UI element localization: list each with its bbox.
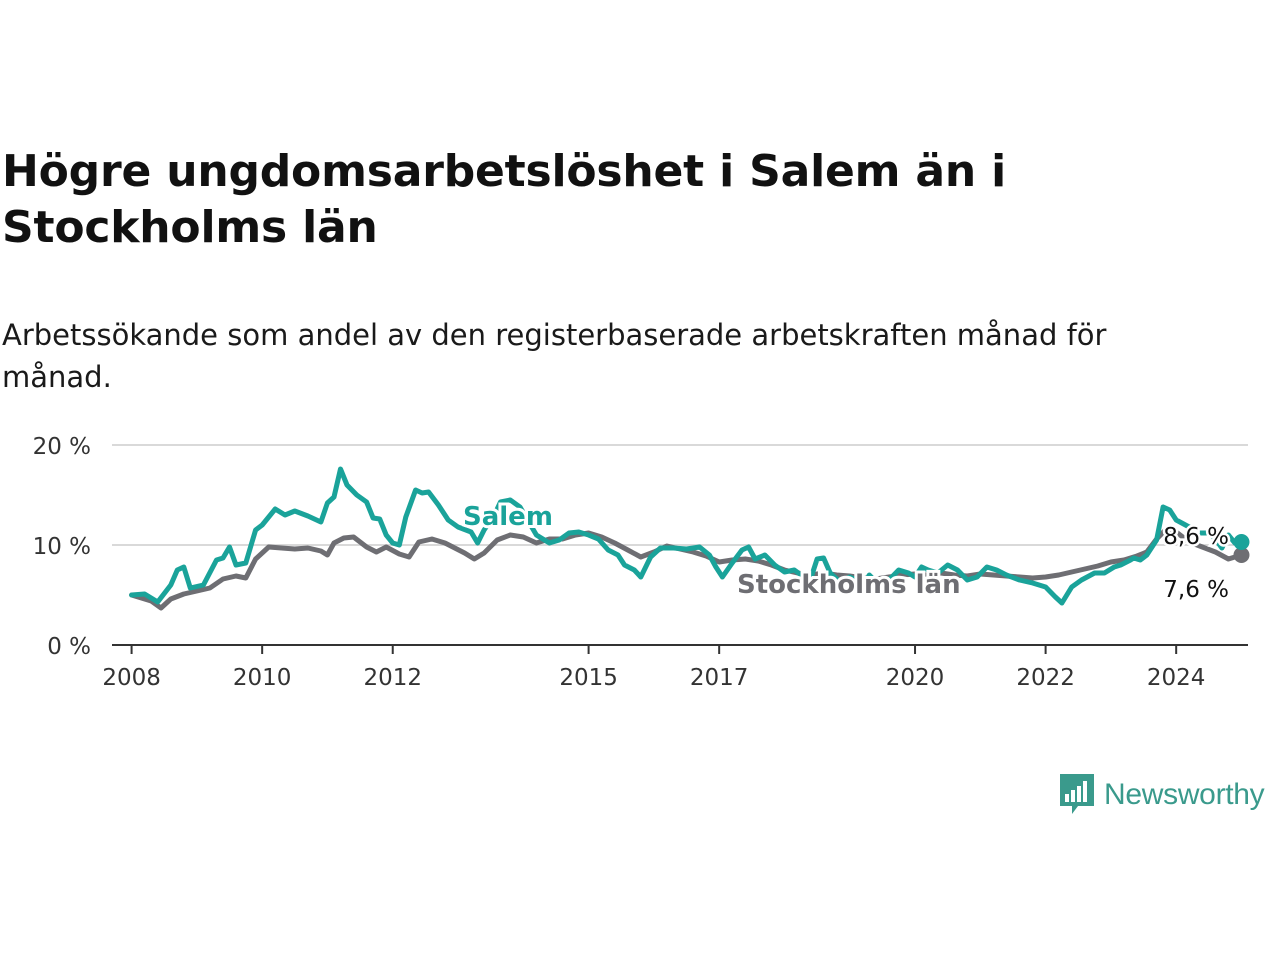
series-layer <box>129 466 1250 611</box>
x-tick-label: 2022 <box>1016 665 1075 691</box>
x-tick-label: 2010 <box>233 665 292 691</box>
x-tick-label: 2008 <box>102 665 161 691</box>
end-point-marker <box>1233 547 1250 563</box>
end-value-label-salem: 8,6 % <box>1163 524 1229 550</box>
x-tick-label: 2020 <box>886 665 945 691</box>
x-tick-label: 2024 <box>1147 665 1206 691</box>
series-label-stockholm: Stockholms län <box>737 570 961 600</box>
x-tick-label: 2012 <box>363 665 422 691</box>
series-label-salem: Salem <box>463 502 553 532</box>
brand-name: Newsworthy <box>1104 778 1265 811</box>
end-value-label-stockholm: 7,6 % <box>1163 577 1229 603</box>
series-line-stockholms-l-n <box>129 526 1244 611</box>
chart-title: Högre ungdomsarbetslöshet i Salem än i S… <box>2 146 1006 253</box>
newsworthy-bar-chart-icon <box>1060 774 1094 814</box>
newsworthy-logo[interactable]: Newsworthy <box>1058 772 1265 818</box>
x-tick-label: 2015 <box>559 665 618 691</box>
y-tick-label: 10 % <box>33 534 91 560</box>
x-tick-label: 2017 <box>690 665 749 691</box>
series-line-salem <box>129 466 1244 606</box>
y-tick-label: 0 % <box>47 634 91 660</box>
y-tick-label: 20 % <box>33 434 91 460</box>
label-layer: 20 % 10 % 0 % 2008 2010 2012 2015 2017 2020 2022 2… <box>33 434 1232 691</box>
grid-layer <box>112 444 1248 654</box>
end-point-marker <box>1233 534 1250 550</box>
chart-subtitle: Arbetssökande som andel av den registerb… <box>2 318 1107 394</box>
